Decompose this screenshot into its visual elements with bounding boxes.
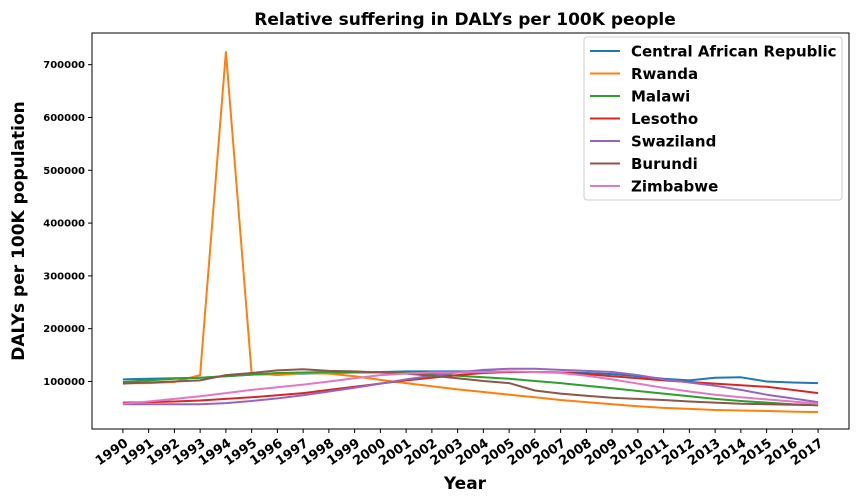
series-line-burundi [122, 368, 819, 407]
legend: Central African Republic Rwanda Malawi Leso… [583, 36, 843, 201]
series-line-zimbabwe [122, 370, 819, 405]
y-tick-label: 100000 [43, 377, 85, 388]
series-line-rwanda [122, 51, 819, 414]
chart-title: Relative suffering in DALYs per 100K peo… [254, 10, 675, 30]
legend-entry: Central African Republic [631, 43, 837, 61]
legend-entry: Burundi [631, 155, 698, 173]
legend-entry: Malawi [631, 88, 690, 106]
x-axis-ticks: 1990199119921993199419951996199719981999… [93, 429, 826, 469]
series-lines [122, 51, 819, 414]
y-axis-label: DALYs per 100K population [9, 101, 29, 361]
legend-entry: Zimbabwe [631, 178, 718, 196]
series-line-malawi [122, 371, 819, 407]
legend-entry: Rwanda [631, 65, 698, 83]
series-line-swaziland [122, 367, 819, 406]
y-tick-label: 500000 [43, 166, 85, 177]
legend-entry: Lesotho [631, 110, 698, 128]
legend-entry: Swaziland [631, 133, 716, 151]
y-tick-label: 200000 [43, 324, 85, 335]
plot-area [91, 32, 850, 430]
y-tick-label: 600000 [43, 113, 85, 124]
legend-box [583, 36, 843, 201]
y-tick-label: 400000 [43, 219, 85, 230]
y-tick-label: 300000 [43, 271, 85, 282]
y-axis-ticks: 100000 200000 300000 400000 500000 600000 7000… [43, 60, 92, 388]
series-line-lesotho [122, 371, 819, 404]
x-axis-label: Year [443, 474, 487, 494]
y-tick-label: 700000 [43, 60, 85, 71]
